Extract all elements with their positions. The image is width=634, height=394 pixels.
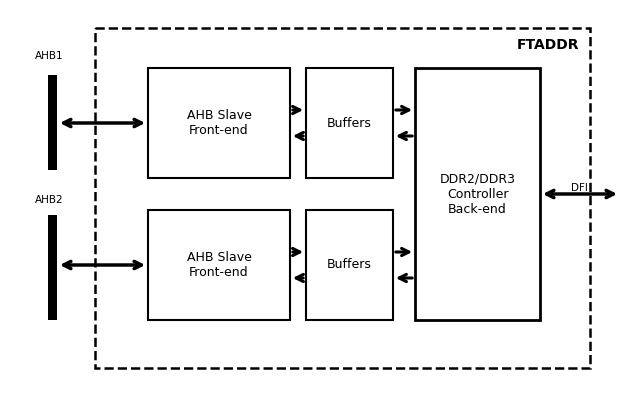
- Bar: [415, 68, 540, 320]
- Bar: [148, 68, 290, 178]
- Text: AHB1: AHB1: [35, 51, 63, 61]
- Bar: [306, 210, 393, 320]
- Text: DDR2/DDR3
Controller
Back-end: DDR2/DDR3 Controller Back-end: [439, 173, 515, 216]
- Bar: [48, 215, 57, 320]
- Text: FTADDR: FTADDR: [517, 38, 579, 52]
- Text: AHB2: AHB2: [35, 195, 63, 205]
- Bar: [148, 210, 290, 320]
- Bar: [306, 68, 393, 178]
- Text: AHB Slave
Front-end: AHB Slave Front-end: [186, 109, 252, 137]
- Text: AHB Slave
Front-end: AHB Slave Front-end: [186, 251, 252, 279]
- Text: Buffers: Buffers: [327, 258, 372, 271]
- Text: Buffers: Buffers: [327, 117, 372, 130]
- Bar: [48, 75, 57, 170]
- Text: DFI: DFI: [571, 183, 588, 193]
- Bar: [95, 28, 590, 368]
